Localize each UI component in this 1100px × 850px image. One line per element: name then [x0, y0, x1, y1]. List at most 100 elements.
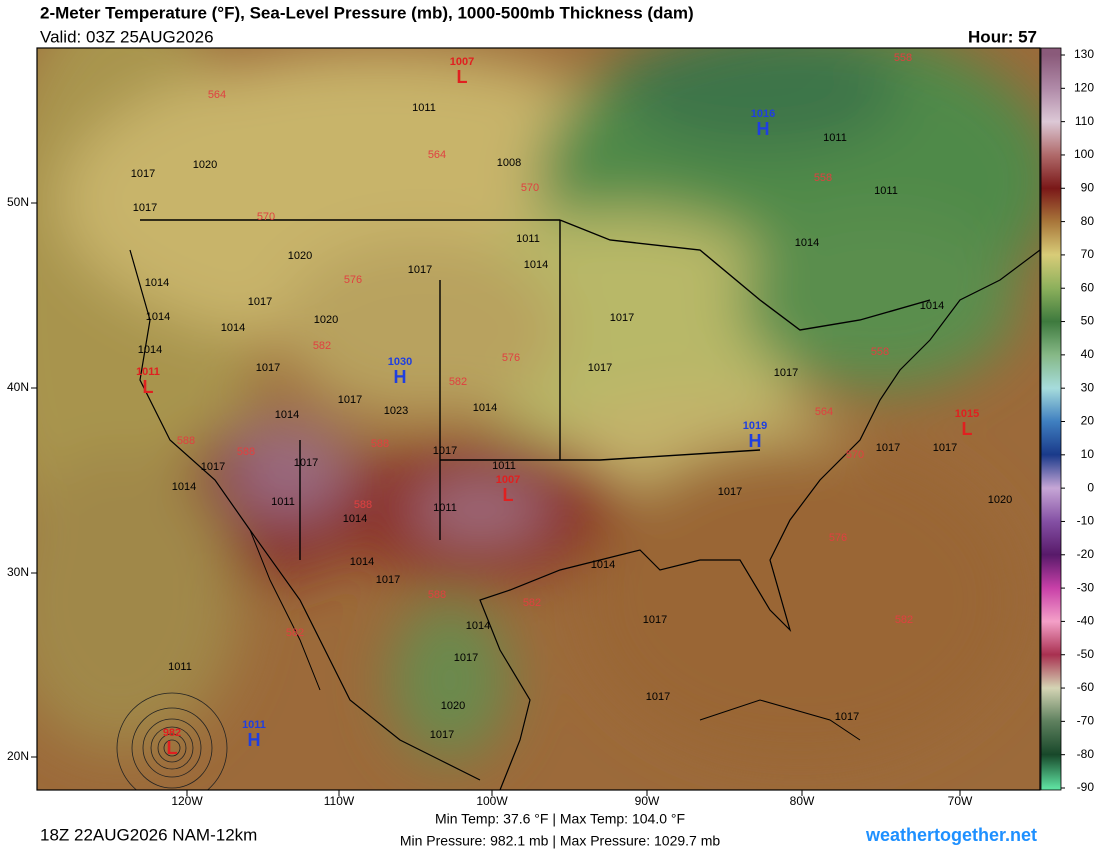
isobar-label: 1011	[823, 132, 847, 144]
isobar-label: 1008	[497, 157, 521, 169]
site-name: weathertogether.net	[865, 825, 1037, 845]
isobar-label: 1014	[275, 409, 299, 421]
isobar-label: 1017	[430, 729, 454, 741]
thickness-label: 582	[313, 340, 331, 352]
isobar-label: 1014	[466, 620, 490, 632]
lon-label: 110W	[324, 794, 355, 808]
isobar-label: 1020	[314, 314, 338, 326]
pressure-center-value: 1007	[496, 474, 520, 486]
isobar-label: 1017	[256, 362, 280, 374]
isobar-label: 1017	[588, 362, 612, 374]
isobar-label: 1017	[133, 202, 157, 214]
colorbar-tick-label: -90	[1077, 780, 1095, 794]
isobar-label: 1014	[146, 311, 170, 323]
isobar-label: 1017	[131, 168, 155, 180]
isobar-label: 1011	[516, 233, 540, 245]
lon-label: 120W	[171, 794, 203, 808]
isobar-label: 1023	[384, 405, 408, 417]
lon-label: 90W	[635, 794, 660, 808]
lat-label: 50N	[7, 195, 29, 209]
colorbar-tick-label: 10	[1081, 447, 1095, 461]
lon-label: 80W	[790, 794, 815, 808]
isobar-label: 1014	[343, 513, 367, 525]
pressure-center-letter: H	[757, 119, 770, 139]
isobar-label: 1011	[412, 102, 436, 114]
map-frame	[36, 47, 1041, 791]
isobar-label: 1017	[774, 367, 798, 379]
isobar-label: 1020	[988, 494, 1012, 506]
colorbar-tick-label: -40	[1077, 614, 1095, 628]
thickness-label: 570	[846, 449, 864, 461]
isobar-label: 1017	[201, 461, 225, 473]
colorbar-tick-label: -70	[1077, 714, 1095, 728]
isobar-label: 1020	[441, 700, 465, 712]
thickness-label: 570	[521, 182, 539, 194]
thickness-label: 576	[829, 532, 847, 544]
isobar-label: 1017	[338, 394, 362, 406]
isobar-label: 1020	[193, 159, 217, 171]
valid-time: Valid: 03Z 25AUG2026	[40, 27, 214, 46]
colorbar-tick-label: 70	[1081, 247, 1095, 261]
thickness-label: 558	[894, 52, 912, 64]
isobar-label: 1017	[376, 574, 400, 586]
pressure-center-letter: H	[394, 367, 407, 387]
isobar-label: 1017	[433, 445, 457, 457]
pressure-center-letter: H	[248, 730, 261, 750]
thickness-label: 570	[257, 211, 275, 223]
colorbar-tick-label: 50	[1081, 314, 1095, 328]
colorbar	[1040, 47, 1062, 791]
isobar-label: 1017	[933, 442, 957, 454]
pressure-center-letter: L	[962, 419, 973, 439]
isobar-label: 1017	[718, 486, 742, 498]
isobar-label: 1014	[473, 402, 497, 414]
forecast-hour: Hour: 57	[968, 27, 1037, 46]
baja-coast	[249, 529, 321, 691]
isobar-label: 1017	[876, 442, 900, 454]
isobar-label: 1017	[610, 312, 634, 324]
colorbar-tick-label: -20	[1077, 547, 1095, 561]
thickness-label: 588	[177, 435, 195, 447]
isobar-label: 1014	[138, 344, 162, 356]
colorbar-tick-label: 120	[1074, 80, 1094, 94]
pressure-center-value: 1015	[955, 408, 979, 420]
isobar-label: 1014	[795, 237, 819, 249]
cuba	[699, 699, 861, 741]
isobar-label: 1011	[433, 502, 457, 514]
thickness-label: 576	[344, 274, 362, 286]
isobar-label: 1014	[172, 481, 196, 493]
pressure-center-value: 982	[163, 727, 181, 739]
thickness-label: 582	[286, 627, 304, 639]
isobar-label: 1017	[294, 457, 318, 469]
isobar-label: 1014	[591, 559, 615, 571]
colorbar-tick-label: -10	[1077, 514, 1095, 528]
pressure-center-letter: L	[457, 67, 468, 87]
colorbar-tick-label: 130	[1074, 47, 1094, 61]
pressure-center-letter: L	[167, 738, 178, 758]
isobar-label: 1017	[646, 691, 670, 703]
thickness-label: 564	[208, 89, 226, 101]
isobar-label: 1014	[524, 259, 548, 271]
pressure-center-letter: H	[749, 431, 762, 451]
colorbar-tick-label: -30	[1077, 580, 1095, 594]
thickness-label: 588	[354, 499, 372, 511]
isobar-label: 1017	[835, 711, 859, 723]
isobar-label: 1011	[492, 460, 516, 472]
colorbar-tick-label: -80	[1077, 747, 1095, 761]
colorbar-tick-label: 20	[1081, 414, 1095, 428]
isobar-label: 1014	[920, 300, 944, 312]
lat-label: 20N	[7, 749, 29, 763]
pressure-center-letter: L	[143, 377, 154, 397]
thickness-label: 582	[449, 376, 467, 388]
isobar-label: 1017	[643, 614, 667, 626]
pressure-center-value: 1016	[751, 108, 775, 120]
thickness-label: 582	[895, 614, 913, 626]
colorbar-tick-label: -50	[1077, 647, 1095, 661]
thickness-label: 588	[428, 589, 446, 601]
isobar-label: 1017	[454, 652, 478, 664]
lon-label: 100W	[476, 794, 508, 808]
colorbar-tick-label: 100	[1074, 147, 1094, 161]
colorbar-tick-label: 110	[1075, 114, 1094, 128]
pressure-center-value: 1011	[242, 719, 266, 731]
map-field	[37, 48, 1040, 790]
pressure-center-letter: L	[503, 485, 514, 505]
